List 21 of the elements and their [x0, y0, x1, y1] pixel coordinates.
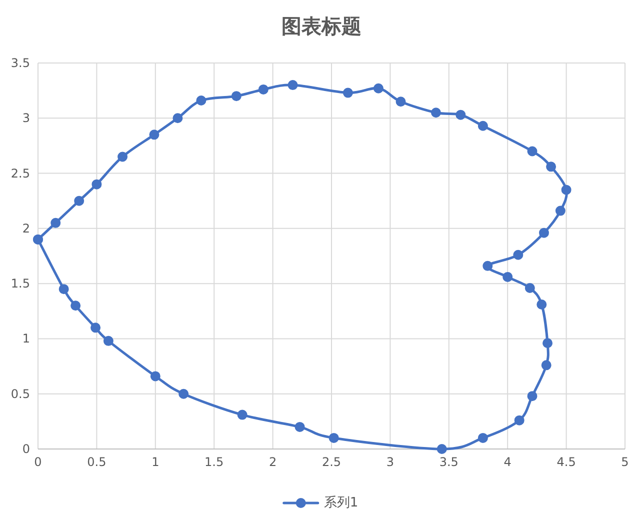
- y-tick-label: 1: [22, 332, 30, 346]
- y-tick-label: 2.5: [10, 166, 30, 180]
- y-tick-label: 3: [22, 111, 30, 126]
- x-tick-label: 3.5: [439, 455, 458, 469]
- x-tick-label: 5: [621, 455, 629, 469]
- x-tick-label: 2: [268, 455, 277, 469]
- y-tick-label: 1.5: [10, 276, 30, 291]
- x-tick-label: 2.5: [322, 455, 342, 469]
- x-tick-label: 1: [152, 455, 160, 469]
- x-tick-label: 3: [386, 455, 394, 469]
- y-tick-label: 3.5: [10, 56, 30, 70]
- x-tick-label: 4: [504, 455, 512, 469]
- x-tick-label: 1.5: [204, 455, 224, 469]
- x-tick-label: 0.5: [87, 455, 106, 469]
- y-tick-label: 0: [22, 442, 30, 456]
- chart-title: 图表标题: [282, 14, 362, 38]
- x-tick-label: 0: [34, 455, 42, 469]
- y-tick-label: 0.5: [10, 386, 30, 401]
- y-tick-label: 2: [22, 221, 30, 236]
- x-tick-label: 4.5: [556, 455, 576, 469]
- legend-label: 系列1: [324, 496, 358, 510]
